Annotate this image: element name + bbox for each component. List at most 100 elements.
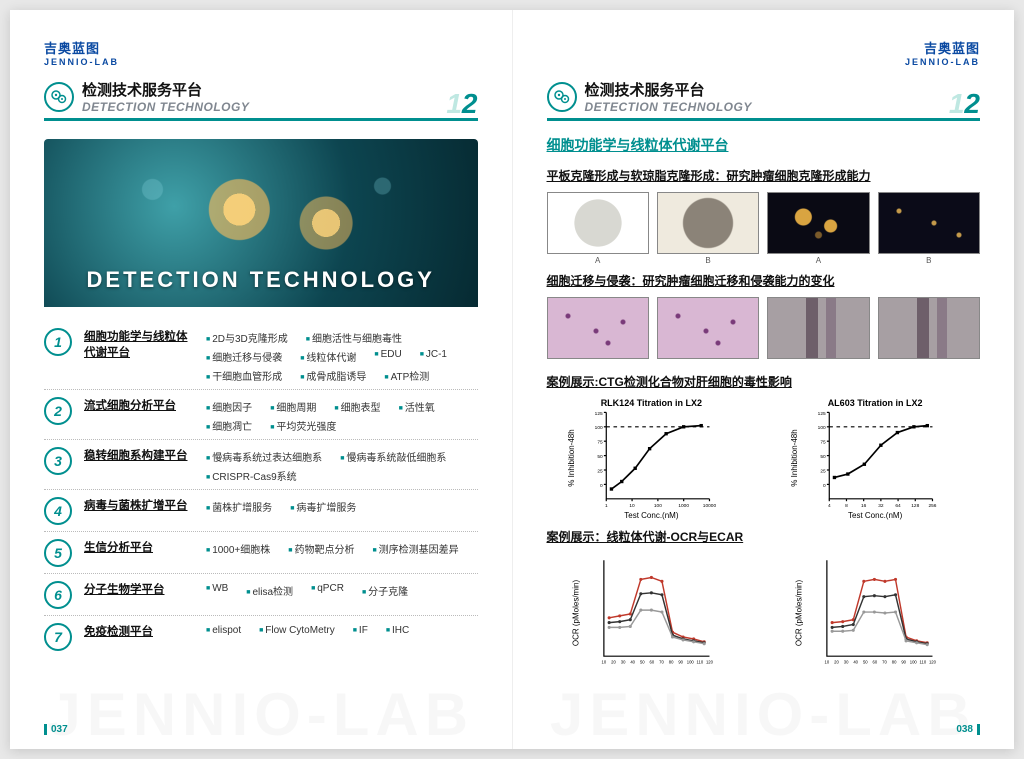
platform-number: 1 <box>44 328 72 356</box>
platform-name: 分子生物学平台 <box>84 581 194 609</box>
img-row-migration <box>547 297 981 359</box>
svg-text:60: 60 <box>649 659 654 664</box>
brand-logo-left: 吉奥蓝图 JENNIO-LAB <box>44 38 478 67</box>
platform-item: 2D与3D克隆形成 <box>206 330 288 345</box>
platform-number: 5 <box>44 539 72 567</box>
platform-item: Flow CytoMetry <box>259 625 335 651</box>
thumb-colony-b1: B <box>657 192 759 254</box>
platform-name: 病毒与菌株扩增平台 <box>84 497 194 525</box>
section-number: 12 <box>949 88 980 120</box>
hero-label: DETECTION TECHNOLOGY <box>87 267 435 293</box>
thumb-mig-4 <box>878 297 980 359</box>
svg-text:125: 125 <box>818 411 826 417</box>
platform-item: 细胞表型 <box>334 399 380 414</box>
platform-item: 菌株扩增服务 <box>206 499 272 525</box>
svg-text:128: 128 <box>912 503 920 509</box>
platform-number: 4 <box>44 497 72 525</box>
platform-item: 线粒体代谢 <box>300 349 356 364</box>
header-title-en: DETECTION TECHNOLOGY <box>585 100 752 114</box>
brand-en: JENNIO-LAB <box>44 57 478 67</box>
platform-number: 2 <box>44 397 72 425</box>
platform-items: 细胞因子细胞周期细胞表型活性氧细胞凋亡平均荧光强度 <box>206 397 478 433</box>
svg-text:90: 90 <box>678 659 683 664</box>
platform-name: 细胞功能学与线粒体代谢平台 <box>84 328 194 383</box>
svg-text:10000: 10000 <box>702 503 716 509</box>
platform-item: 干细胞血管形成 <box>206 368 282 383</box>
platform-item: elispot <box>206 625 241 651</box>
platform-row: 3稳转细胞系构建平台慢病毒系统过表达细胞系慢病毒系统敲低细胞系CRISPR-Ca… <box>44 439 478 489</box>
platform-number: 7 <box>44 623 72 651</box>
subtitle-ctg: 案例展示:CTG检测化合物对肝细胞的毒性影响 <box>547 373 981 390</box>
svg-text:110: 110 <box>920 659 927 664</box>
svg-text:100: 100 <box>818 425 826 431</box>
platform-item: 平均荧光强度 <box>270 418 336 433</box>
ctg-chart: AL603 Titration in LX2% Inhibition-48hTe… <box>770 398 980 518</box>
platform-name: 生信分析平台 <box>84 539 194 567</box>
img-row-colony: A B A B <box>547 192 981 254</box>
header-titles: 检测技术服务平台 DETECTION TECHNOLOGY <box>585 79 752 114</box>
svg-text:25: 25 <box>821 468 827 474</box>
platform-row: 5生信分析平台1000+细胞株药物靶点分析测序检测基因差异 <box>44 531 478 573</box>
platform-item: 病毒扩增服务 <box>290 499 356 525</box>
svg-text:1: 1 <box>604 503 607 509</box>
svg-text:0: 0 <box>823 483 826 489</box>
page-number-left: 037 <box>44 724 68 735</box>
platform-items: 慢病毒系统过表达细胞系 慢病毒系统敲低细胞系 CRISPR-Cas9系统 <box>206 447 478 483</box>
platform-item: 细胞因子 <box>206 399 252 414</box>
header-title-cn: 检测技术服务平台 <box>82 79 249 100</box>
platform-item: IHC <box>386 625 409 651</box>
svg-text:25: 25 <box>597 468 603 474</box>
page-left: 吉奥蓝图 JENNIO-LAB 检测技术服务平台 DETECTION TECHN… <box>10 10 513 749</box>
platform-row: 4 病毒与菌株扩增平台菌株扩增服务病毒扩增服务 <box>44 489 478 531</box>
thumb-colony-a2: A <box>767 192 869 254</box>
svg-text:40: 40 <box>854 659 859 664</box>
subtitle-colony: 平板克隆形成与软琼脂克隆形成：研究肿瘤细胞克隆形成能力 <box>547 167 981 184</box>
svg-text:120: 120 <box>929 659 937 664</box>
thumb-mig-3 <box>767 297 869 359</box>
platform-number: 6 <box>44 581 72 609</box>
cells-icon <box>44 82 74 112</box>
platform-item: 慢病毒系统敲低细胞系 <box>340 449 446 464</box>
svg-text:0: 0 <box>600 483 603 489</box>
platform-item: 分子克隆 <box>362 583 408 609</box>
ocr-chart: OCR (pMoles/min)102030405060708090100110… <box>547 553 757 673</box>
platform-item: 细胞活性与细胞毒性 <box>306 330 402 345</box>
right-section-title: 细胞功能学与线粒体代谢平台 <box>547 135 981 155</box>
svg-text:50: 50 <box>863 659 868 664</box>
ctg-chart: RLK124 Titration in LX2% Inhibition-48hT… <box>547 398 757 518</box>
brand-en: JENNIO-LAB <box>547 57 981 67</box>
svg-text:50: 50 <box>639 659 644 664</box>
platform-name: 流式细胞分析平台 <box>84 397 194 433</box>
svg-text:16: 16 <box>861 503 867 509</box>
platform-row: 6 分子生物学平台 WBelisa检测qPCR分子克隆 <box>44 573 478 615</box>
brand-logo-right: 吉奥蓝图 JENNIO-LAB <box>547 38 981 67</box>
platform-item: 成骨成脂诱导 <box>300 368 366 383</box>
platform-item: 慢病毒系统过表达细胞系 <box>206 449 322 464</box>
ocr-chart: OCR (pMoles/min)102030405060708090100110… <box>770 553 980 673</box>
platform-item: CRISPR-Cas9系统 <box>206 468 297 483</box>
platform-item: EDU <box>374 349 401 364</box>
platform-item: WB <box>206 583 228 609</box>
platform-items: WBelisa检测qPCR分子克隆 <box>206 581 408 609</box>
svg-text:70: 70 <box>882 659 887 664</box>
svg-text:100: 100 <box>686 659 694 664</box>
svg-text:10: 10 <box>629 503 635 509</box>
thumb-colony-b2: B <box>878 192 980 254</box>
svg-text:256: 256 <box>929 503 937 509</box>
platform-item: 活性氧 <box>399 399 435 414</box>
thumb-colony-a1: A <box>547 192 649 254</box>
page-number-right: 038 <box>956 724 980 735</box>
svg-text:90: 90 <box>902 659 907 664</box>
thumb-mig-2 <box>657 297 759 359</box>
header-titles: 检测技术服务平台 DETECTION TECHNOLOGY <box>82 79 249 114</box>
svg-text:30: 30 <box>844 659 849 664</box>
brand-cn: 吉奥蓝图 <box>924 41 980 56</box>
svg-text:60: 60 <box>873 659 878 664</box>
svg-text:125: 125 <box>594 411 602 417</box>
page-right: 吉奥蓝图 JENNIO-LAB 检测技术服务平台 DETECTION TECHN… <box>513 10 1015 749</box>
svg-text:100: 100 <box>653 503 661 509</box>
svg-text:20: 20 <box>834 659 839 664</box>
svg-text:4: 4 <box>828 503 831 509</box>
svg-text:10: 10 <box>601 659 606 664</box>
svg-text:40: 40 <box>630 659 635 664</box>
